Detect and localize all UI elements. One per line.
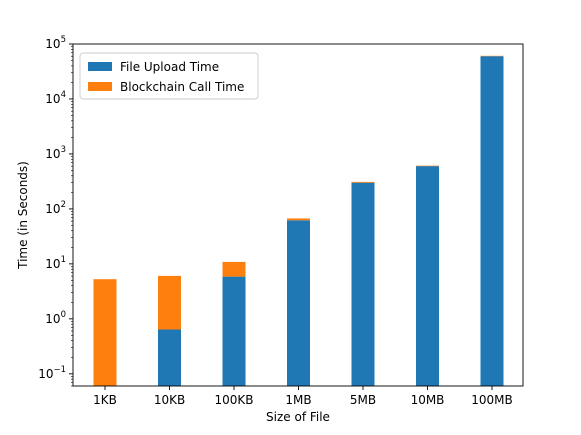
y-tick-label: 100 xyxy=(45,310,66,326)
y-tick-label: 10−1 xyxy=(38,365,66,381)
plot-frame xyxy=(72,43,524,387)
bar-blockchain-100kb xyxy=(222,261,246,277)
legend-label-upload: File Upload Time xyxy=(120,60,219,74)
bar-blockchain-5mb xyxy=(351,181,375,183)
bars-group xyxy=(93,55,504,387)
y-tick-label: 104 xyxy=(45,90,66,106)
bar-upload-1mb xyxy=(287,220,310,386)
y-tick-label: 102 xyxy=(45,200,66,216)
x-tick-label: 10MB xyxy=(411,393,445,407)
y-tick-label: 101 xyxy=(45,255,66,271)
bar-blockchain-10kb xyxy=(158,275,181,330)
bar-upload-100mb xyxy=(480,56,504,387)
y-tick-label: 105 xyxy=(45,35,66,51)
legend-swatch-blockchain xyxy=(88,82,112,91)
bar-upload-10kb xyxy=(158,329,181,386)
x-tick-label: 5MB xyxy=(350,393,376,407)
x-tick-label: 100MB xyxy=(471,393,513,407)
legend: File Upload Time Blockchain Call Time xyxy=(79,52,259,100)
x-tick-label: 1KB xyxy=(93,393,117,407)
x-tick-label: 100KB xyxy=(214,393,253,407)
x-tick-label: 1MB xyxy=(285,393,311,407)
y-tick-label: 103 xyxy=(45,145,66,161)
bar-upload-5mb xyxy=(351,182,375,386)
legend-box xyxy=(79,52,259,100)
bar-blockchain-1kb xyxy=(93,279,117,386)
x-tick-label: 10KB xyxy=(154,393,185,407)
legend-swatch-upload xyxy=(88,62,112,71)
x-axis-label: Size of File xyxy=(266,410,330,424)
y-axis-label: Time (in Seconds) xyxy=(16,161,30,270)
axes-group: 10−1 100 101 102 103 104 105 1KB 10KB 100KB 1MB 5MB… xyxy=(38,35,524,407)
bar-upload-10mb xyxy=(416,166,439,386)
bar-blockchain-1mb xyxy=(287,218,310,221)
bar-upload-100kb xyxy=(222,276,246,386)
legend-label-blockchain: Blockchain Call Time xyxy=(120,80,244,94)
